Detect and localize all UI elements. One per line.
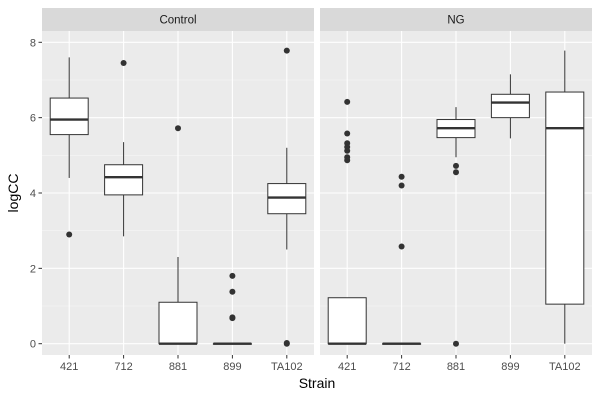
facet-strip-label: Control — [159, 15, 196, 27]
x-tick-label: 881 — [169, 361, 187, 373]
outlier-point — [453, 169, 459, 176]
outlier-point — [229, 272, 236, 279]
outlier-point — [120, 60, 127, 67]
box-iqr — [49, 97, 89, 136]
outlier-point — [398, 173, 405, 180]
outlier-point — [66, 231, 73, 238]
outlier-point — [344, 147, 351, 154]
y-tick-label: 4 — [30, 188, 36, 200]
y-tick-label: 6 — [30, 113, 36, 125]
outlier-point — [229, 288, 236, 295]
outlier-point — [344, 157, 351, 164]
x-tick-label: 421 — [60, 361, 78, 373]
outlier-point — [283, 340, 290, 347]
outlier-point — [283, 47, 290, 54]
y-tick-label: 2 — [30, 263, 36, 275]
outlier-point — [398, 182, 405, 189]
facet-strip-label: NG — [447, 15, 464, 27]
x-tick-label: 421 — [338, 361, 356, 373]
facet-strip — [320, 8, 592, 31]
x-tick-label: 712 — [114, 361, 132, 373]
y-axis-title: logCC — [5, 174, 21, 213]
box-iqr — [327, 297, 367, 345]
x-tick-label: TA102 — [549, 361, 581, 373]
x-tick-label: 881 — [447, 361, 465, 373]
outlier-point — [344, 98, 351, 105]
x-tick-label: TA102 — [271, 361, 303, 373]
y-tick-label: 0 — [30, 339, 36, 351]
outlier-point — [398, 243, 405, 250]
outlier-point — [344, 130, 351, 137]
outlier-point — [229, 315, 236, 322]
box-iqr — [104, 164, 144, 196]
box-iqr — [490, 93, 530, 119]
x-tick-label: 899 — [223, 361, 241, 373]
x-axis-title: Strain — [299, 375, 336, 391]
outlier-point — [175, 125, 181, 132]
x-tick-label: 712 — [392, 361, 410, 373]
outlier-point — [453, 162, 459, 169]
box-iqr — [545, 91, 585, 305]
x-tick-label: 899 — [501, 361, 519, 373]
box-iqr — [158, 301, 198, 345]
facet-strip — [42, 8, 314, 31]
outlier-point — [453, 340, 459, 347]
y-tick-label: 8 — [30, 37, 36, 49]
